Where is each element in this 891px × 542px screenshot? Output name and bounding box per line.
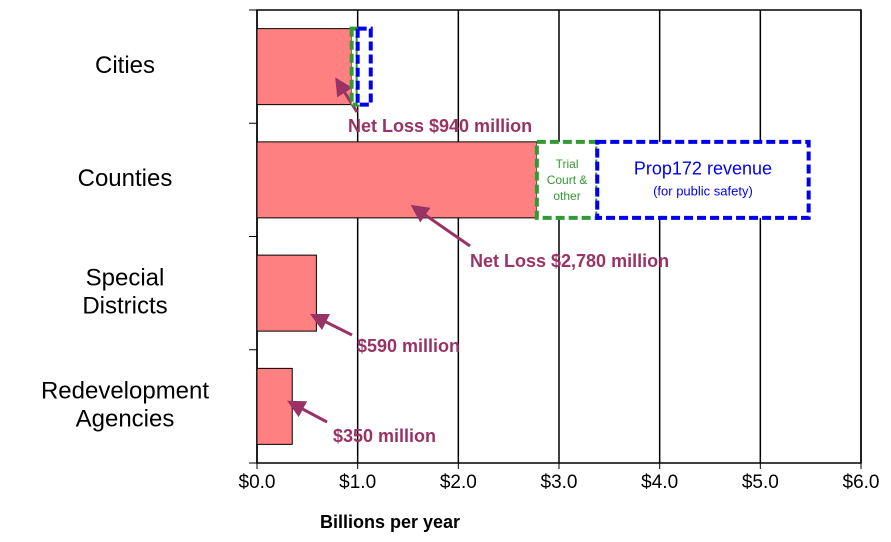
value-label: $350 million	[333, 426, 436, 446]
annotation-arrow	[309, 313, 353, 337]
bar	[355, 26, 373, 107]
x-tick-label: $3.0	[541, 472, 578, 493]
value-label: $590 million	[357, 336, 460, 356]
bar	[256, 141, 538, 219]
annotation-arrow	[410, 204, 471, 248]
y-tick-label: Districts	[82, 292, 167, 319]
annotation-arrow	[335, 77, 359, 113]
y-tick-label: Agencies	[76, 406, 175, 433]
box-label: Prop172 revenue	[634, 159, 772, 179]
box-label: Trial Court & other	[546, 156, 588, 203]
bar	[256, 254, 317, 332]
x-axis-label: Billions per year	[320, 512, 460, 532]
bar	[256, 367, 293, 445]
value-label: Net Loss $2,780 million	[470, 251, 669, 271]
y-tick-label: Counties	[78, 165, 173, 192]
y-tick-label: Cities	[95, 52, 155, 79]
x-tick-label: $5.0	[742, 472, 779, 493]
box-label-wrap: Trial Court & other	[546, 156, 588, 203]
bar	[256, 28, 353, 106]
bar	[534, 139, 600, 220]
x-tick-label: $0.0	[239, 472, 276, 493]
y-tick-label: Special	[86, 264, 165, 291]
x-tick-label: $1.0	[339, 472, 376, 493]
y-tick-label: Redevelopment	[41, 378, 209, 405]
box-note: (for public safety)	[653, 183, 753, 198]
bar	[349, 26, 360, 107]
x-tick-label: $4.0	[641, 472, 678, 493]
bar	[595, 139, 811, 220]
value-label: Net Loss $940 million	[348, 116, 532, 136]
annotation-arrow	[287, 400, 328, 424]
x-tick-label: $6.0	[843, 472, 880, 493]
x-tick-label: $2.0	[440, 472, 477, 493]
